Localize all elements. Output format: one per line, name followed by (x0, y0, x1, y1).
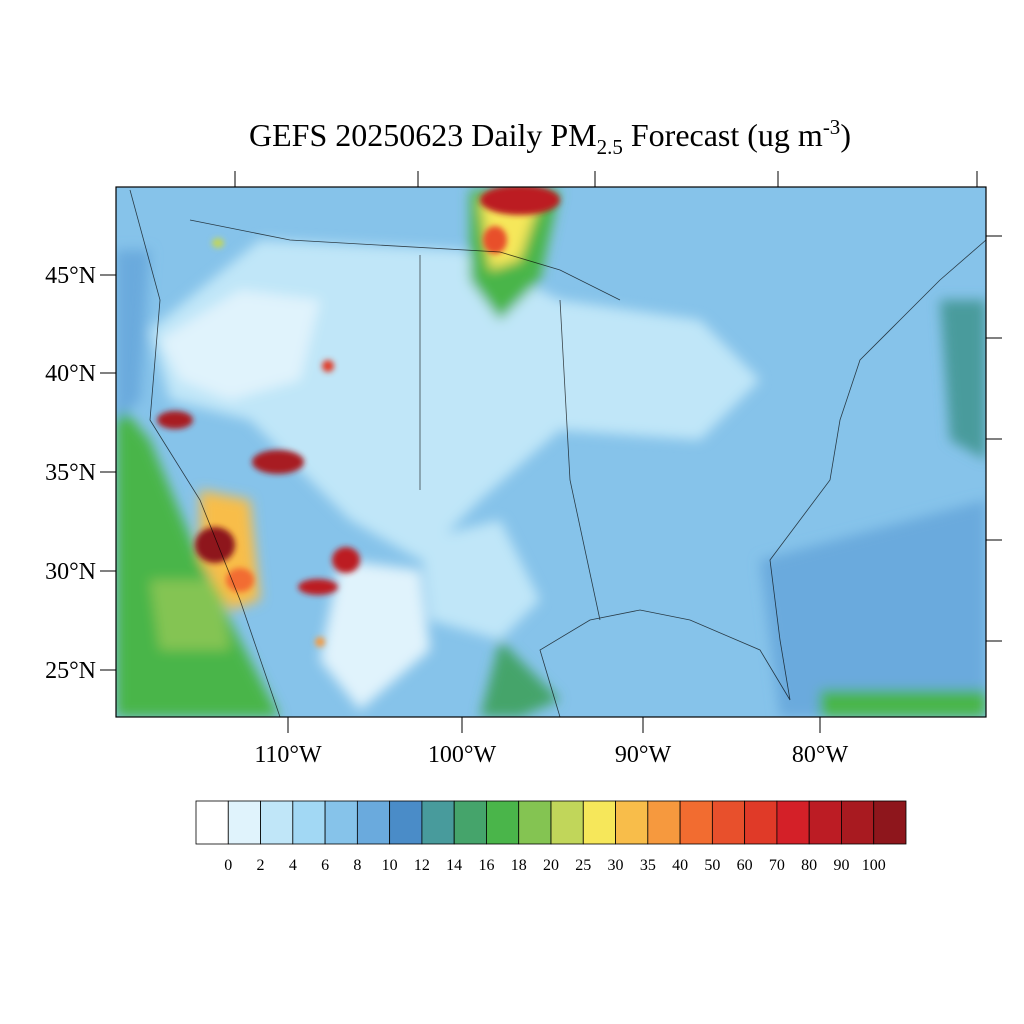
colorbar-label: 10 (382, 857, 398, 874)
colorbar-label: 12 (414, 857, 430, 874)
tspan: GEFS 20250623 Daily PM (249, 117, 597, 153)
lat-label: 45°N (45, 263, 96, 289)
path (760, 500, 986, 717)
tspan: Forecast (ug m (623, 117, 823, 153)
ellipse (483, 226, 507, 254)
colorbar-box (260, 800, 294, 845)
path (420, 520, 540, 640)
colorbar-box (356, 800, 391, 845)
ellipse (252, 450, 304, 474)
map-frame (115, 186, 987, 718)
colorbar-label: 25 (575, 857, 591, 874)
colorbar-box (841, 800, 875, 845)
colorbar-box (615, 800, 649, 845)
colorbar-label: 70 (769, 857, 785, 874)
lon-label: 80°W (792, 742, 849, 768)
colorbar: 0 2 4 6 8 10 12 14 16 18 20 25 30 35 40 50 60 70 80 90 100 (195, 800, 907, 874)
colorbar-box (647, 800, 681, 845)
path (160, 290, 320, 400)
lon-label: 110°W (254, 742, 322, 768)
colorbar-box (389, 800, 423, 845)
frame-ticks (234, 171, 1002, 642)
tspan: 2.5 (597, 135, 623, 159)
lat-label: 40°N (45, 361, 96, 387)
colorbar-box (582, 800, 616, 845)
tspan: -3 (823, 115, 841, 139)
path (940, 300, 986, 460)
ellipse (298, 579, 338, 595)
colorbar-label: 4 (289, 857, 297, 874)
colorbar-box (744, 800, 778, 845)
colorbar-label: 50 (704, 857, 720, 874)
colorbar-label: 14 (446, 857, 462, 874)
tspan: ) (840, 117, 851, 153)
colorbar-box (292, 800, 326, 845)
ellipse (315, 637, 325, 647)
path (116, 400, 280, 717)
colorbar-label: 16 (478, 857, 494, 874)
path (480, 640, 560, 717)
lat-label: 35°N (45, 460, 96, 486)
path (150, 580, 230, 650)
colorbar-label: 0 (224, 857, 232, 874)
ellipse (195, 527, 235, 563)
colorbar-box (518, 800, 552, 845)
colorbar-label: 35 (640, 857, 656, 874)
title: GEFS 20250623 Daily PM2.5 Forecast (ug m… (249, 115, 851, 159)
ellipse (157, 411, 193, 429)
lon-label: 100°W (428, 742, 497, 768)
path (820, 690, 986, 717)
colorbar-box (679, 800, 713, 845)
path (320, 560, 430, 710)
colorbar-box (873, 800, 907, 845)
colorbar-label: 100 (862, 857, 886, 874)
g (116, 190, 986, 717)
colorbar-box (453, 800, 487, 845)
colorbar-box (486, 800, 520, 845)
path (116, 250, 150, 420)
colorbar-box (711, 800, 746, 845)
ellipse (480, 187, 560, 215)
pm25-field (116, 187, 986, 717)
g (157, 187, 560, 647)
colorbar-label: 8 (353, 857, 361, 874)
ellipse (322, 360, 334, 372)
colorbar-label: 60 (737, 857, 753, 874)
ellipse (332, 547, 360, 573)
colorbar-label: 18 (511, 857, 527, 874)
colorbar-box (808, 800, 842, 845)
colorbar-label: 90 (833, 857, 849, 874)
axis-labels: 45°N 40°N 35°N 30°N 25°N 110°W 100°W 90°W 80°W (45, 263, 848, 768)
lat-label: 25°N (45, 658, 96, 684)
colorbar-box (227, 800, 261, 845)
ellipse (226, 568, 254, 592)
colorbar-box (324, 800, 358, 845)
colorbar-label: 6 (321, 857, 329, 874)
colorbar-label: 30 (608, 857, 624, 874)
colorbar-label: 2 (257, 857, 265, 874)
colorbar-box (776, 800, 810, 845)
path (129, 189, 986, 717)
colorbar-box (550, 800, 584, 845)
colorbar-label: 20 (543, 857, 559, 874)
lon-label: 90°W (615, 742, 672, 768)
ellipse (212, 238, 224, 248)
colorbar-label: 80 (801, 857, 817, 874)
lat-label: 30°N (45, 559, 96, 585)
colorbar-box (195, 800, 229, 845)
colorbar-label: 40 (672, 857, 688, 874)
colorbar-box (421, 800, 455, 845)
